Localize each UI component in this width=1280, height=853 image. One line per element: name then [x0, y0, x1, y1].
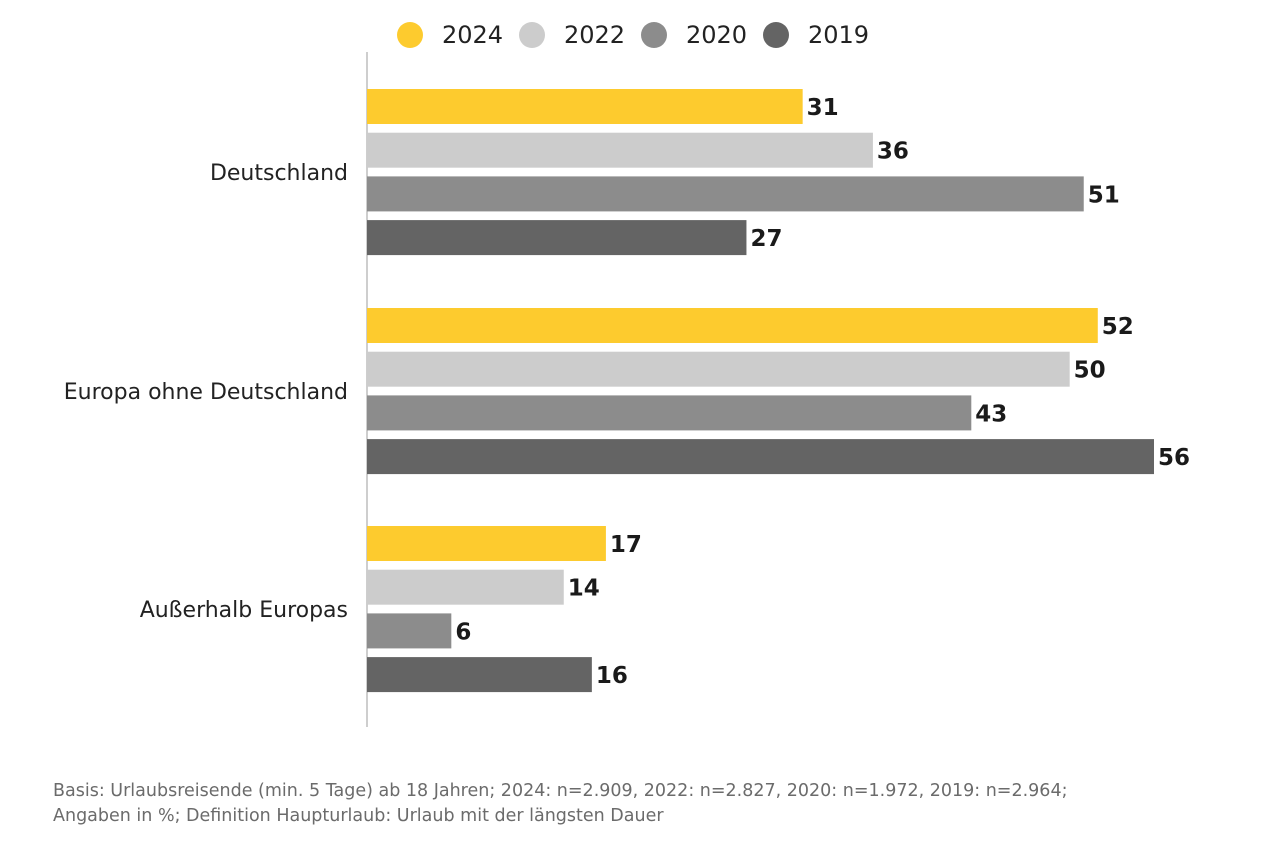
- bar-2019-0: [367, 220, 747, 256]
- legend-swatch-2024: [397, 22, 423, 48]
- legend-label-2020: 2020: [686, 21, 747, 49]
- bar-2022-0: [367, 132, 873, 168]
- legend-swatch-2022: [519, 22, 545, 48]
- value-label-2024-1: 52: [1102, 314, 1134, 340]
- value-label-2022-1: 50: [1074, 358, 1106, 384]
- footnote: Basis: Urlaubsreisende (min. 5 Tage) ab …: [53, 779, 1253, 829]
- value-label-2022-2: 14: [568, 576, 600, 602]
- legend-label-2019: 2019: [808, 21, 869, 49]
- footnote-line-1: Basis: Urlaubsreisende (min. 5 Tage) ab …: [53, 781, 1068, 801]
- bars: [367, 89, 1154, 693]
- legend-swatch-2020: [641, 22, 667, 48]
- value-label-2019-0: 27: [750, 226, 782, 252]
- bar-2024-1: [367, 308, 1098, 343]
- bar-2019-2: [367, 657, 592, 693]
- category-labels: Deutschland Europa ohne Deutschland Außerh…: [64, 161, 348, 623]
- legend-label-2024: 2024: [442, 21, 503, 49]
- value-label-2019-2: 16: [596, 663, 628, 689]
- value-label-2019-1: 56: [1158, 445, 1190, 471]
- bar-chart: 2024 2022 2020 2019 Deutschland Europa ohne …: [64, 21, 1190, 727]
- value-label-2024-2: 17: [610, 532, 642, 558]
- value-label-2020-1: 43: [975, 401, 1007, 427]
- bar-2020-2: [367, 613, 452, 649]
- bar-2024-0: [367, 89, 803, 124]
- bar-2022-1: [367, 351, 1070, 387]
- value-label-2020-2: 6: [455, 619, 471, 645]
- legend-label-2022: 2022: [564, 21, 625, 49]
- category-label-0: Deutschland: [210, 161, 348, 186]
- bar-2024-2: [367, 526, 606, 561]
- value-label-2024-0: 31: [807, 95, 839, 121]
- bar-2020-1: [367, 395, 972, 431]
- legend-swatch-2019: [763, 22, 789, 48]
- value-labels: 31 36 51 27 52 50 43 56 17 14 6 16: [455, 95, 1190, 689]
- bar-2020-0: [367, 176, 1084, 212]
- footnote-line-2: Angaben in %; Definition Haupturlaub: Ur…: [53, 806, 664, 826]
- bar-2022-2: [367, 569, 564, 605]
- category-label-1: Europa ohne Deutschland: [64, 380, 348, 405]
- category-label-2: Außerhalb Europas: [140, 598, 348, 623]
- legend: 2024 2022 2020 2019: [397, 21, 869, 49]
- value-label-2020-0: 51: [1088, 182, 1120, 208]
- value-label-2022-0: 36: [877, 139, 909, 165]
- bar-2019-1: [367, 439, 1154, 475]
